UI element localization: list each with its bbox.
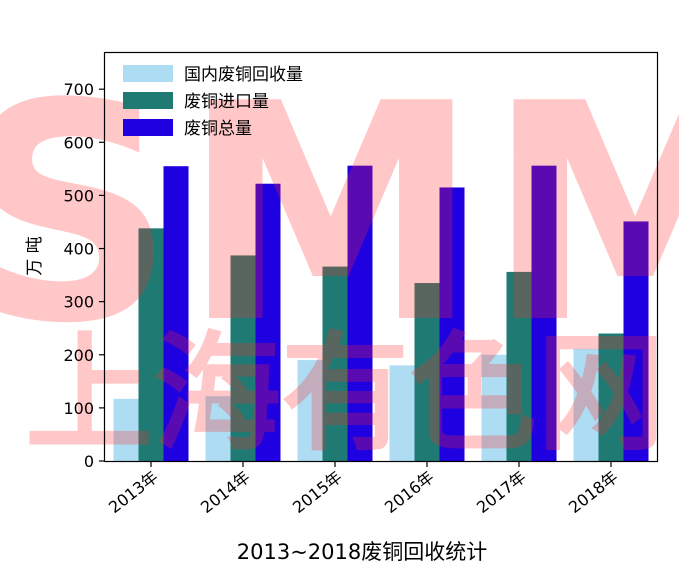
bar-series2-1 (138, 228, 164, 461)
x-tick-label: 2013年 (105, 467, 161, 517)
watermark: SMM 上海有色网 (0, 40, 679, 469)
bar-series1-6 (573, 348, 599, 461)
legend-swatch-3 (123, 119, 173, 136)
y-tick-label: 700 (63, 80, 94, 99)
bar-series2-4 (414, 283, 440, 461)
bar-series1-1 (113, 398, 139, 461)
y-tick-label: 500 (63, 186, 94, 205)
legend-swatch-1 (123, 65, 173, 82)
bar-series3-5 (531, 165, 557, 462)
bar-series3-2 (255, 183, 281, 462)
bar-series1-4 (389, 365, 415, 461)
legend-label-1: 国内废铜回收量 (184, 65, 303, 85)
y-tick-label: 400 (63, 240, 94, 259)
y-axis-label: 万 吨 (25, 236, 45, 275)
bar-series3-3 (347, 165, 373, 462)
legend-label-3: 废铜总量 (184, 119, 252, 139)
legend-swatch-2 (123, 92, 173, 109)
bar-series2-5 (506, 271, 532, 461)
watermark-brand: SMM (0, 40, 679, 389)
y-axis: 0 100 200 300 400 500 600 700 (63, 80, 105, 471)
x-tick-label: 2016年 (381, 467, 437, 517)
legend-label-2: 废铜进口量 (184, 92, 269, 112)
x-tick-label: 2014年 (197, 467, 253, 517)
y-tick-label: 300 (63, 293, 94, 312)
x-axis: 2013年 2014年 2015年 2016年 2017年 2018年 (105, 461, 621, 517)
plot-frame (103, 51, 659, 463)
x-tick-label: 2018年 (565, 467, 621, 517)
bar-series1-5 (481, 354, 507, 461)
y-tick-label: 600 (63, 133, 94, 152)
x-tick-label: 2015年 (289, 467, 345, 517)
bar-series1-2 (205, 396, 231, 461)
y-tick-label: 100 (63, 399, 94, 418)
y-tick-label: 0 (84, 452, 94, 471)
bar-series1-3 (297, 360, 323, 461)
bar-series2-2 (230, 255, 256, 461)
x-axis-title: 2013~2018废铜回收统计 (237, 540, 487, 564)
bar-series2-6 (598, 333, 624, 461)
bars-layer (113, 165, 649, 462)
x-tick-label: 2017年 (473, 467, 529, 517)
watermark-name: 上海有色网 (25, 320, 665, 469)
bar-series3-4 (439, 187, 465, 461)
bar-series3-1 (163, 166, 189, 461)
y-tick-label: 200 (63, 346, 94, 365)
bar-series2-3 (322, 266, 348, 461)
bar-series3-6 (623, 221, 649, 461)
